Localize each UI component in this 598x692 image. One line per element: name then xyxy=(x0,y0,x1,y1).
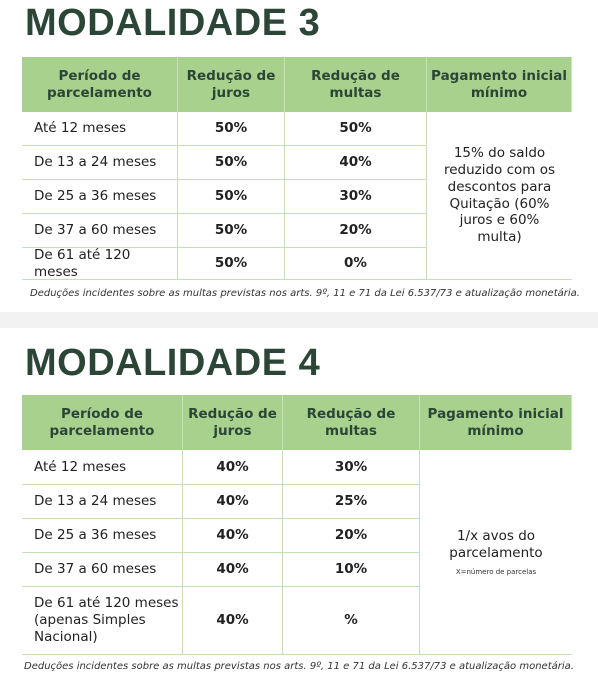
note-cell: 15% do saldo reduzido com os descontos p… xyxy=(427,112,572,280)
table-cell: De 13 a 24 meses xyxy=(22,485,183,519)
table-cell: Até 12 meses xyxy=(22,450,183,485)
table-cell: 20% xyxy=(285,214,427,248)
footnote: Deduções incidentes sobre as multas prev… xyxy=(24,661,574,672)
table-cell: 40% xyxy=(183,553,283,587)
table-cell: Até 12 meses xyxy=(22,112,178,146)
table-cell: De 61 até 120 meses (apenas Simples Naci… xyxy=(22,587,183,655)
table-cell: 40% xyxy=(183,587,283,655)
table-cell: 50% xyxy=(178,214,285,248)
section-title: MODALIDADE 4 xyxy=(25,342,321,384)
header-cell: Redução de multas xyxy=(283,395,420,450)
table-cell: 30% xyxy=(283,450,420,485)
table-cell: De 61 até 120 meses xyxy=(22,247,178,280)
footnote: Deduções incidentes sobre as multas prev… xyxy=(30,288,580,299)
header-cell: Período de parcelamento xyxy=(22,57,178,112)
table-cell: 20% xyxy=(283,519,420,553)
table-cell: 50% xyxy=(178,112,285,146)
table-cell: De 13 a 24 meses xyxy=(22,146,178,180)
table-cell: 50% xyxy=(178,180,285,214)
table-cell: 40% xyxy=(285,146,427,180)
table-cell: 50% xyxy=(178,146,285,180)
table-cell: 40% xyxy=(183,519,283,553)
table-cell: De 37 a 60 meses xyxy=(22,214,178,248)
header-cell: Redução de multas xyxy=(285,57,427,112)
separator xyxy=(0,312,598,328)
table-cell: 40% xyxy=(183,485,283,519)
table-cell: 25% xyxy=(283,485,420,519)
header-cell: Período de parcelamento xyxy=(22,395,183,450)
note-text: 15% do saldo reduzido com os descontos p… xyxy=(443,144,556,246)
table-cell: De 37 a 60 meses xyxy=(22,553,183,587)
table-cell: 30% xyxy=(285,180,427,214)
table-cell: De 25 a 36 meses xyxy=(22,180,178,214)
note-cell: 1/x avos do parcelamento X=número de parc… xyxy=(420,450,572,655)
table-cell: 10% xyxy=(283,553,420,587)
header-cell: Pagamento inicial mínimo xyxy=(420,395,572,450)
header-cell: Redução de juros xyxy=(178,57,285,112)
table-cell: De 25 a 36 meses xyxy=(22,519,183,553)
table-cell: 50% xyxy=(178,248,285,280)
header-cell: Pagamento inicial mínimo xyxy=(427,57,572,112)
section-title: MODALIDADE 3 xyxy=(25,2,321,44)
table-cell: % xyxy=(283,587,420,655)
table-cell: 40% xyxy=(183,450,283,485)
note-text: 1/x avos do parcelamento xyxy=(449,527,543,561)
table-cell: 50% xyxy=(285,112,427,146)
header-cell: Redução de juros xyxy=(183,395,283,450)
note-small: X=número de parcelas xyxy=(455,567,537,576)
table-cell: 0% xyxy=(285,248,427,280)
